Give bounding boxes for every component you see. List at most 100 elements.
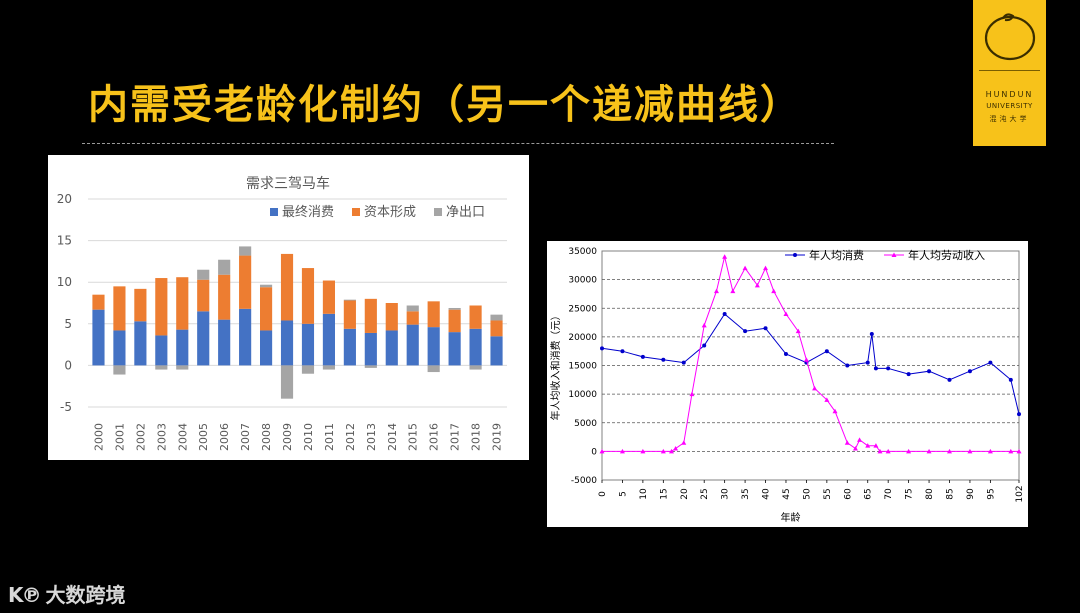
line-x-tick-label: 5 — [618, 491, 628, 497]
line-y-tick-label: 30000 — [568, 276, 597, 286]
logo-divider — [979, 70, 1040, 71]
bar-segment-2015-2 — [406, 305, 419, 312]
bar-segment-2003-2 — [155, 365, 168, 370]
bar-x-tick-label: 2016 — [428, 423, 441, 451]
line-point — [600, 346, 604, 351]
bar-x-tick-label: 2002 — [134, 423, 147, 451]
bar-segment-2019-0 — [490, 336, 503, 366]
bar-segment-2002-1 — [134, 288, 147, 322]
bar-x-tick-label: 2003 — [155, 423, 168, 451]
bar-segment-2004-0 — [176, 329, 189, 366]
line-point — [927, 369, 932, 374]
line-x-tick-label: 55 — [823, 488, 833, 499]
line-x-tick-label: 40 — [762, 488, 772, 500]
bar-legend-swatch — [434, 208, 442, 216]
watermark: K℗ 大数跨境 — [8, 579, 126, 608]
line-point — [906, 372, 911, 377]
bar-segment-2004-1 — [176, 277, 189, 330]
bar-x-tick-label: 2004 — [176, 423, 189, 451]
line-point — [906, 448, 912, 454]
bar-chart-title: 需求三驾马车 — [246, 175, 330, 192]
line-point — [947, 377, 952, 382]
line-point — [689, 391, 695, 397]
bar-x-tick-label: 2007 — [239, 423, 252, 451]
bar-legend-label: 净出口 — [446, 205, 485, 220]
line-y-tick-label: 5000 — [574, 419, 597, 429]
bar-segment-2013-1 — [364, 298, 377, 333]
line-point — [857, 437, 863, 442]
line-point — [795, 328, 801, 334]
line-point — [844, 440, 850, 445]
bar-segment-2012-0 — [343, 328, 356, 366]
bar-legend-label: 最终消费 — [282, 204, 334, 220]
line-x-tick-label: 80 — [925, 488, 935, 500]
bar-segment-2010-2 — [301, 365, 315, 374]
bar-x-tick-label: 2009 — [281, 423, 294, 451]
line-x-tick-label: 60 — [843, 488, 853, 500]
line-point — [869, 332, 874, 337]
bar-legend-swatch — [352, 208, 360, 216]
line-point — [967, 369, 972, 374]
bar-x-tick-label: 2018 — [470, 423, 483, 451]
line-y-tick-label: -5000 — [571, 476, 597, 486]
line-point — [619, 448, 625, 454]
line-point — [771, 288, 777, 294]
bar-segment-2011-0 — [322, 313, 336, 366]
bar-segment-2009-1 — [280, 253, 294, 321]
line-series-1 — [602, 256, 1019, 452]
line-point — [865, 443, 871, 448]
line-point — [640, 448, 646, 454]
bar-x-tick-label: 2015 — [407, 423, 420, 451]
bar-segment-2013-2 — [364, 365, 377, 368]
line-x-tick-label: 50 — [802, 488, 812, 500]
title-divider — [82, 143, 834, 144]
line-point — [722, 311, 727, 316]
bar-segment-2015-0 — [406, 324, 419, 366]
bar-segment-2008-0 — [259, 330, 273, 366]
line-point — [713, 288, 719, 294]
line-point — [763, 265, 769, 271]
line-x-axis-label: 年龄 — [781, 511, 801, 524]
line-x-tick-label: 65 — [864, 488, 874, 499]
line-point — [885, 448, 891, 454]
bar-segment-2017-2 — [448, 307, 461, 310]
bar-segment-2017-0 — [448, 332, 461, 366]
bar-legend-swatch — [270, 208, 278, 216]
logo-circle-icon — [984, 13, 1036, 61]
bar-x-tick-label: 2019 — [491, 423, 504, 451]
line-point — [620, 349, 625, 354]
bar-segment-2016-2 — [427, 365, 440, 373]
bar-legend-label: 资本形成 — [364, 205, 416, 220]
bar-segment-2000-1 — [92, 294, 105, 310]
line-point — [640, 354, 645, 359]
bar-segment-2008-2 — [259, 284, 273, 288]
bar-segment-2011-1 — [322, 280, 336, 314]
line-point — [812, 385, 818, 391]
bar-segment-2009-2 — [280, 365, 294, 399]
bar-segment-2005-1 — [197, 279, 210, 312]
bar-x-tick-label: 2014 — [386, 423, 399, 451]
line-point — [1008, 377, 1013, 382]
line-legend-label: 年人均劳动收入 — [908, 248, 985, 262]
line-point — [599, 448, 605, 454]
line-point — [967, 448, 973, 454]
line-y-tick-label: 0 — [591, 447, 597, 457]
bar-segment-2014-1 — [385, 303, 398, 331]
slide-title: 内需受老龄化制约（另一个递减曲线） — [88, 82, 802, 128]
line-point — [1008, 448, 1014, 454]
bar-segment-2018-0 — [469, 328, 482, 366]
bar-segment-2016-0 — [427, 327, 440, 366]
line-point — [1017, 412, 1021, 417]
line-x-tick-label: 75 — [905, 488, 915, 499]
line-point — [660, 448, 666, 454]
watermark-logo-icon: K℗ — [8, 583, 41, 607]
line-point — [873, 366, 878, 371]
bar-segment-2000-0 — [92, 309, 105, 366]
line-x-tick-label: 15 — [659, 488, 669, 499]
line-x-tick-label: 95 — [986, 488, 996, 499]
bar-y-tick-label: 15 — [57, 234, 72, 248]
bar-segment-2017-1 — [448, 309, 461, 333]
line-point — [824, 349, 829, 354]
line-legend-marker — [793, 253, 797, 257]
